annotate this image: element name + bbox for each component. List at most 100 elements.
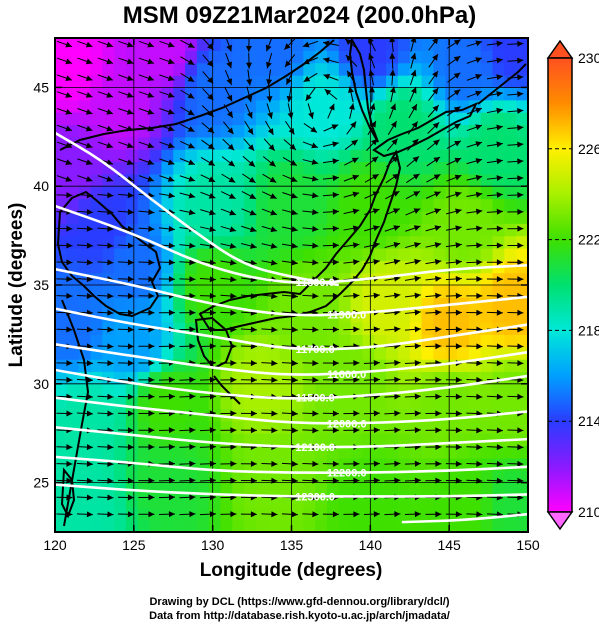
field-cell — [102, 112, 115, 126]
wind-arrow — [117, 209, 134, 216]
wind-arrow — [302, 427, 319, 434]
wind-arrow — [348, 86, 354, 103]
wind-arrow — [447, 72, 461, 83]
field-cell — [149, 210, 163, 224]
wind-arrow — [200, 226, 216, 233]
field-cell — [433, 112, 446, 126]
wind-arrow — [445, 326, 462, 333]
field-cell — [55, 223, 68, 237]
wind-arrow — [220, 360, 237, 367]
field-cell — [125, 75, 139, 88]
wind-arrow — [179, 460, 196, 467]
field-cell — [149, 507, 163, 521]
field-cell — [315, 322, 328, 335]
field-cell — [315, 112, 328, 126]
wind-arrow — [159, 124, 175, 132]
field-cell — [232, 136, 245, 150]
field-cell — [267, 433, 281, 447]
field-cell — [125, 408, 139, 422]
field-cell — [232, 359, 245, 373]
wind-arrow — [56, 242, 73, 249]
field-cell — [504, 322, 517, 335]
wind-arrow — [199, 343, 216, 350]
field-cell — [244, 149, 257, 163]
field-cell — [149, 482, 163, 496]
field-cell — [55, 112, 68, 126]
field-cell — [480, 383, 494, 397]
wind-arrow — [261, 293, 278, 300]
field-cell — [480, 173, 494, 187]
field-cell — [291, 38, 304, 51]
field-cell — [338, 507, 352, 521]
wind-arrow — [446, 191, 462, 198]
wind-arrow — [369, 103, 376, 119]
field-cell — [326, 198, 340, 212]
field-cell — [445, 198, 458, 212]
wind-arrow — [343, 242, 360, 249]
wind-arrow — [323, 141, 339, 148]
wind-arrow — [363, 359, 380, 366]
field-cell — [66, 173, 80, 187]
wind-arrow — [404, 275, 421, 282]
wind-arrow — [56, 477, 73, 484]
wind-arrow — [425, 460, 442, 467]
field-cell — [55, 346, 68, 360]
field-cell — [397, 223, 411, 237]
wind-arrow — [344, 139, 359, 150]
wind-arrow — [302, 360, 319, 367]
field-cell — [303, 149, 316, 163]
field-cell — [445, 482, 458, 496]
wind-arrow — [407, 138, 419, 151]
field-cell — [362, 383, 375, 397]
field-cell — [315, 173, 328, 187]
wind-arrow — [346, 70, 357, 85]
wind-arrow — [282, 192, 298, 199]
field-cell — [303, 99, 316, 113]
wind-arrow — [322, 225, 339, 232]
wind-arrow — [261, 460, 278, 467]
field-cell — [256, 519, 269, 532]
field-cell — [457, 247, 470, 261]
field-cell — [90, 433, 103, 447]
field-cell — [362, 359, 375, 373]
wind-arrow — [507, 192, 524, 199]
wind-arrow — [364, 173, 380, 183]
field-cell — [315, 99, 328, 113]
field-cell — [457, 396, 470, 410]
wind-arrow — [118, 91, 134, 98]
wind-arrow — [199, 292, 216, 299]
wind-arrow — [179, 376, 196, 383]
wind-arrow — [77, 74, 93, 82]
wind-arrow — [466, 460, 483, 467]
field-cell — [362, 482, 375, 496]
field-cell — [114, 322, 127, 335]
field-cell — [457, 482, 470, 496]
credit-data-source: Data from http://database.rish.kyoto-u.a… — [149, 610, 450, 622]
field-cell — [362, 285, 375, 298]
field-cell — [480, 247, 494, 261]
field-cell — [397, 112, 411, 126]
field-cell — [66, 112, 80, 126]
field-cell — [480, 359, 494, 373]
x-tick-label: 130 — [201, 537, 225, 553]
wind-arrow — [220, 376, 237, 383]
wind-arrow — [322, 175, 339, 182]
field-cell — [196, 62, 210, 76]
field-cell — [457, 161, 470, 175]
wind-arrow — [220, 410, 237, 417]
field-cell — [374, 112, 387, 126]
wind-arrow — [323, 57, 339, 64]
wind-arrow — [302, 40, 319, 48]
field-cell — [397, 457, 411, 471]
field-cell — [102, 383, 115, 397]
field-cell — [66, 62, 80, 76]
wind-vectors — [56, 38, 524, 518]
field-cell — [137, 112, 151, 126]
wind-arrow — [138, 91, 155, 98]
field-cell — [161, 62, 174, 76]
field-cell — [516, 99, 528, 113]
field-cell — [338, 87, 352, 101]
wind-arrow — [97, 124, 114, 132]
field-cell — [374, 346, 387, 360]
wind-arrow — [97, 393, 114, 400]
